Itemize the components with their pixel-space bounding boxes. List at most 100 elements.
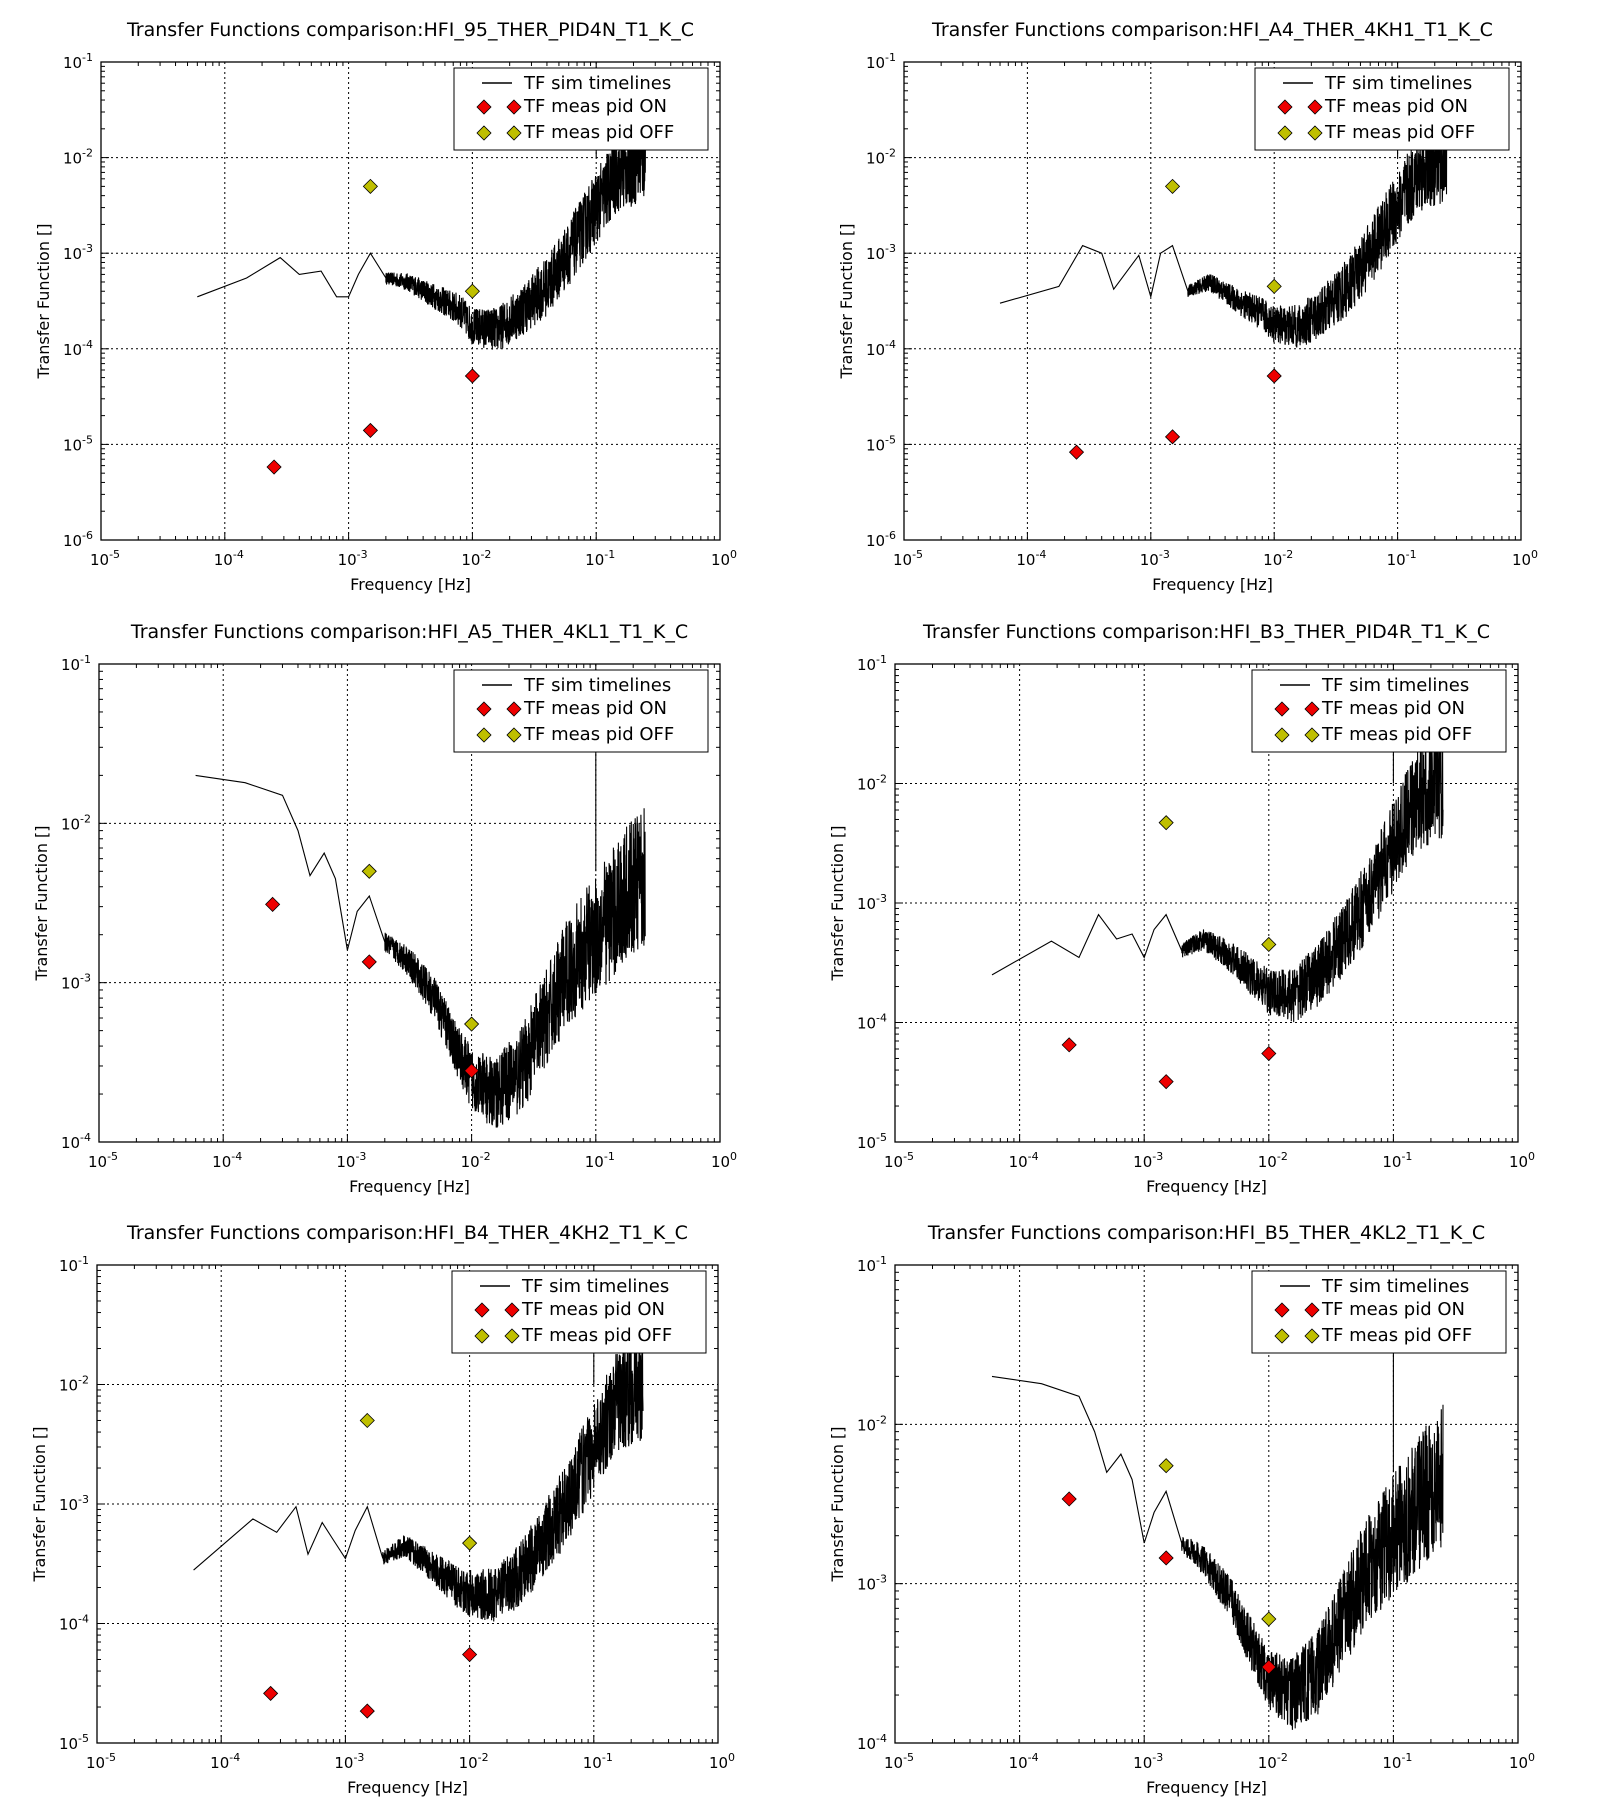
y-tick-label: 10-2 <box>857 773 887 794</box>
pid-off-marker <box>464 1016 480 1032</box>
legend-label-off: TF meas pid OFF <box>1321 1325 1472 1346</box>
legend-label-sim: TF sim timelines <box>1324 73 1472 94</box>
pid-off-marker <box>1164 178 1181 194</box>
legend-on-icon <box>506 99 522 115</box>
x-tick-label: 10-4 <box>214 548 244 569</box>
plot-frame <box>100 61 721 541</box>
legend-box <box>1254 67 1510 151</box>
x-axis-label: Frequency [Hz] <box>1146 1778 1267 1797</box>
y-axis-label: Transfer Function [] <box>828 825 847 981</box>
legend-on-icon <box>1307 99 1323 115</box>
x-tick-label: 10-5 <box>884 1751 914 1772</box>
y-tick-label: 10-2 <box>61 812 91 833</box>
y-tick-label: 10-4 <box>857 1732 887 1753</box>
pid-on-marker <box>1158 1550 1174 1566</box>
chart-title: Transfer Functions comparison:HFI_A5_THE… <box>130 621 688 643</box>
chart-panel-6: Transfer Functions comparison:HFI_B5_THE… <box>828 1222 1535 1797</box>
y-axis-label: Transfer Function [] <box>837 223 856 379</box>
legend-off-icon <box>476 125 492 141</box>
pid-off-marker <box>1158 815 1174 831</box>
plot-frame <box>894 1264 1519 1744</box>
legend-box <box>451 1270 707 1354</box>
chart-panel-3: Transfer Functions comparison:HFI_A5_THE… <box>32 621 737 1196</box>
pid-off-marker <box>1158 1458 1174 1474</box>
x-tick-label: 10-2 <box>461 1150 491 1171</box>
y-tick-label: 10-2 <box>866 147 896 168</box>
legend-on-icon <box>1304 701 1320 717</box>
y-tick-label: 10-1 <box>61 653 91 674</box>
x-tick-label: 10-3 <box>1133 1751 1163 1772</box>
pid-on-marker <box>462 1646 478 1663</box>
x-tick-label: 10-3 <box>338 548 368 569</box>
x-tick-label: 10-5 <box>88 1150 118 1171</box>
x-tick-label: 100 <box>1512 548 1538 569</box>
y-tick-label: 10-6 <box>63 529 93 550</box>
y-tick-label: 10-3 <box>857 1573 887 1594</box>
sim-line-series <box>999 116 1448 348</box>
legend-off-icon <box>506 727 522 743</box>
y-tick-label: 10-4 <box>63 338 93 359</box>
legend-off-icon <box>1304 1328 1320 1344</box>
y-tick-label: 10-2 <box>63 147 93 168</box>
x-tick-label: 100 <box>711 548 737 569</box>
y-tick-label: 10-1 <box>63 51 93 72</box>
legend-label-off: TF meas pid OFF <box>1324 122 1475 143</box>
x-tick-label: 10-5 <box>893 548 923 569</box>
x-tick-label: 10-3 <box>336 1150 366 1171</box>
sim-line-series <box>991 1375 1444 1730</box>
pid-on-marker <box>464 1063 480 1079</box>
legend-on-icon <box>1277 99 1293 115</box>
legend-box <box>1251 669 1507 753</box>
x-tick-label: 10-3 <box>334 1751 364 1772</box>
x-tick-label: 100 <box>709 1751 735 1772</box>
legend-off-icon <box>1304 727 1320 743</box>
y-tick-label: 10-5 <box>857 1131 887 1152</box>
pid-off-marker <box>1261 1611 1277 1627</box>
chart-title: Transfer Functions comparison:HFI_B5_THE… <box>927 1222 1485 1244</box>
chart-title: Transfer Functions comparison:HFI_A4_THE… <box>931 19 1493 41</box>
y-tick-label: 10-3 <box>59 1493 89 1514</box>
legend-label-on: TF meas pid ON <box>1321 1299 1465 1320</box>
y-tick-label: 10-3 <box>857 892 887 913</box>
legend-on-icon <box>1274 1302 1290 1318</box>
x-tick-label: 10-4 <box>1016 548 1046 569</box>
x-tick-label: 10-2 <box>461 548 491 569</box>
y-tick-label: 10-3 <box>63 242 93 263</box>
pid-on-marker <box>359 1703 375 1719</box>
pid-on-marker <box>362 422 378 438</box>
y-tick-label: 10-2 <box>59 1374 89 1395</box>
chart-panel-1: Transfer Functions comparison:HFI_95_THE… <box>34 19 737 594</box>
x-tick-label: 10-4 <box>1009 1751 1039 1772</box>
legend-on-icon <box>506 701 522 717</box>
pid-off-marker <box>462 1535 478 1551</box>
x-tick-label: 10-5 <box>884 1150 914 1171</box>
legend-off-icon <box>1277 125 1293 141</box>
legend-off-icon <box>506 125 522 141</box>
x-tick-label: 10-5 <box>86 1751 116 1772</box>
y-axis-label: Transfer Function [] <box>32 825 51 981</box>
x-tick-label: 100 <box>1509 1751 1535 1772</box>
legend-label-sim: TF sim timelines <box>521 1276 669 1297</box>
pid-off-marker <box>464 283 480 299</box>
x-tick-label: 10-4 <box>210 1751 240 1772</box>
x-axis-label: Frequency [Hz] <box>349 1177 470 1196</box>
legend-box <box>1251 1270 1507 1354</box>
pid-on-marker <box>1261 1045 1277 1062</box>
x-tick-label: 10-2 <box>1263 548 1293 569</box>
legend-label-off: TF meas pid OFF <box>523 122 674 143</box>
x-axis-label: Frequency [Hz] <box>347 1778 468 1797</box>
y-tick-label: 10-5 <box>866 433 896 454</box>
sim-line-series <box>197 124 647 350</box>
chart-title: Transfer Functions comparison:HFI_95_THE… <box>126 19 694 41</box>
y-tick-label: 10-1 <box>59 1254 89 1275</box>
y-tick-label: 10-1 <box>866 51 896 72</box>
legend-on-icon <box>1304 1302 1320 1318</box>
x-tick-label: 10-4 <box>1009 1150 1039 1171</box>
legend-label-off: TF meas pid OFF <box>1321 724 1472 745</box>
x-tick-label: 10-5 <box>90 548 120 569</box>
